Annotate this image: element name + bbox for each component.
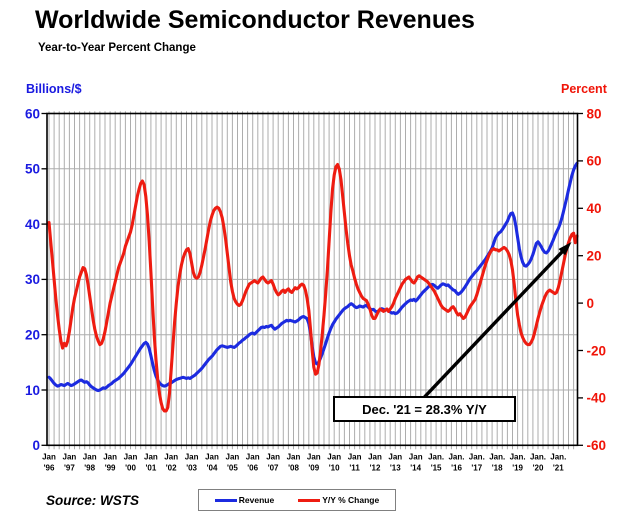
left-tick-label: 20 <box>25 328 40 343</box>
x-tick-year: '18 <box>492 464 503 473</box>
x-tick-month: Jan <box>287 453 301 462</box>
annotation-arrow <box>423 242 572 399</box>
x-tick-year: '02 <box>166 464 177 473</box>
right-tick-label: 80 <box>587 106 602 121</box>
yoy-line-swatch <box>298 498 321 502</box>
x-tick-year: '98 <box>84 464 95 473</box>
x-tick-year: '96 <box>44 464 55 473</box>
x-tick-month: Jan <box>164 453 178 462</box>
legend: Revenue Y/Y % Change <box>198 489 396 511</box>
x-tick-month: Jan <box>409 453 423 462</box>
x-tick-year: '03 <box>186 464 197 473</box>
right-axis-ticks: -60 -40 -20 0 20 40 60 80 <box>577 106 607 453</box>
right-tick-label: -20 <box>587 343 607 358</box>
x-tick-month: Jan <box>368 453 382 462</box>
x-tick-month: Jan <box>205 453 219 462</box>
x-tick-month: Jan. <box>469 453 485 462</box>
x-tick-year: '12 <box>370 464 381 473</box>
vertical-gridlines <box>48 111 575 450</box>
x-tick-year: '10 <box>329 464 340 473</box>
chart-subtitle: Year-to-Year Percent Change <box>38 42 196 54</box>
x-tick-month: Jan. <box>530 453 546 462</box>
x-tick-month: Jan. <box>489 453 505 462</box>
x-tick-month: Jan <box>226 453 240 462</box>
x-tick-month: Jan <box>83 453 97 462</box>
x-tick-month: Jan <box>103 453 117 462</box>
annotation-text: Dec. '21 = 28.3% Y/Y <box>362 401 487 417</box>
x-tick-month: Jan. <box>448 453 464 462</box>
x-tick-month: Jan <box>327 453 341 462</box>
left-tick-label: 30 <box>25 272 40 287</box>
x-tick-month: Jan <box>307 453 321 462</box>
x-tick-month: Jan <box>185 453 199 462</box>
source-label: Source: WSTS <box>46 493 140 508</box>
x-tick-year: '08 <box>288 464 299 473</box>
x-tick-year: '15 <box>431 464 442 473</box>
legend-label-yoy: Y/Y % Change <box>322 495 380 505</box>
left-tick-label: 40 <box>25 217 40 232</box>
x-tick-month: Jan <box>124 453 138 462</box>
legend-item-revenue: Revenue <box>214 495 275 505</box>
left-tick-label: 10 <box>25 383 40 398</box>
x-tick-month: Jan <box>144 453 158 462</box>
x-tick-year: '13 <box>390 464 401 473</box>
left-tick-label: 50 <box>25 162 40 177</box>
x-tick-year: '05 <box>227 464 238 473</box>
yoy-change-line <box>47 162 579 413</box>
x-tick-year: '14 <box>410 464 421 473</box>
x-tick-year: '11 <box>349 464 360 473</box>
right-tick-label: 20 <box>587 249 602 264</box>
x-tick-year: '19 <box>512 464 523 473</box>
x-tick-month: Jan. <box>510 453 526 462</box>
right-tick-label: 60 <box>587 154 602 169</box>
x-tick-year: '99 <box>105 464 116 473</box>
x-tick-month: Jan <box>348 453 362 462</box>
left-axis-title: Billions/$ <box>26 82 82 96</box>
right-tick-label: -40 <box>587 391 607 406</box>
x-tick-year: '97 <box>64 464 75 473</box>
x-tick-year: '04 <box>207 464 218 473</box>
right-tick-label: 0 <box>587 296 595 311</box>
x-tick-year: '07 <box>268 464 279 473</box>
annotation-callout: Dec. '21 = 28.3% Y/Y <box>333 396 516 422</box>
x-tick-month: Jan <box>42 453 56 462</box>
right-axis-title: Percent <box>561 82 607 96</box>
x-tick-month: Jan. <box>550 453 566 462</box>
legend-label-revenue: Revenue <box>238 495 275 505</box>
left-tick-label: 0 <box>32 438 40 453</box>
x-tick-year: '00 <box>125 464 136 473</box>
revenue-line-swatch <box>214 498 237 502</box>
right-tick-label: -60 <box>587 438 607 453</box>
x-tick-month: Jan <box>246 453 260 462</box>
x-tick-year: '16 <box>451 464 462 473</box>
x-tick-year: '20 <box>533 464 544 473</box>
x-tick-year: '09 <box>308 464 319 473</box>
left-tick-label: 60 <box>25 106 40 121</box>
x-tick-month: Jan <box>388 453 402 462</box>
x-axis-labels: Jan '96 Jan '97 Jan '98 Jan '99 Jan '00 Jan '01 Jan '… <box>42 453 566 473</box>
x-tick-year: '17 <box>471 464 482 473</box>
chart-title: Worldwide Semiconductor Revenues <box>35 6 475 34</box>
x-tick-month: Jan. <box>428 453 444 462</box>
right-tick-label: 40 <box>587 201 602 216</box>
x-tick-month: Jan <box>63 453 77 462</box>
arrowhead-icon <box>558 242 572 256</box>
x-tick-month: Jan <box>266 453 280 462</box>
left-axis-ticks: 0 10 20 30 40 50 60 <box>25 106 47 453</box>
legend-item-yoy: Y/Y % Change <box>298 495 379 505</box>
x-tick-year: '21 <box>553 464 564 473</box>
x-tick-year: '01 <box>145 464 156 473</box>
x-tick-year: '06 <box>247 464 258 473</box>
